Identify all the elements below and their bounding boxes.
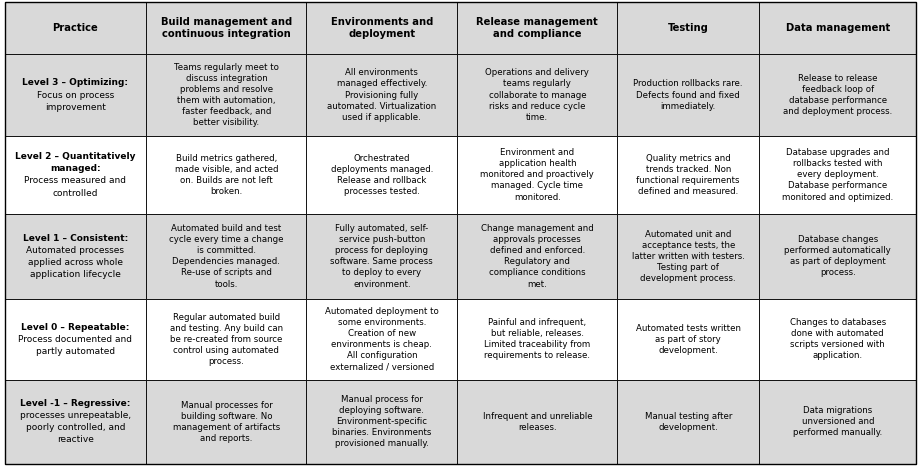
Bar (307, 213, 458, 299)
Text: Environments and
deployment: Environments and deployment (331, 17, 433, 39)
Bar (458, 136, 617, 213)
Text: Process measured and: Process measured and (25, 177, 126, 185)
Bar (5, 213, 146, 299)
Bar (307, 54, 458, 136)
Text: Changes to databases
done with automated
scripts versioned with
application.: Changes to databases done with automated… (789, 318, 886, 361)
Bar (458, 380, 617, 464)
Text: Infrequent and unreliable
releases.: Infrequent and unreliable releases. (483, 411, 592, 432)
Text: Automated tests written
as part of story
development.: Automated tests written as part of story… (635, 324, 740, 355)
Bar (307, 380, 458, 464)
Text: Release management
and compliance: Release management and compliance (476, 17, 599, 39)
Bar (146, 136, 307, 213)
Text: Database changes
performed automatically
as part of deployment
process.: Database changes performed automatically… (785, 235, 892, 277)
Bar (146, 54, 307, 136)
Text: Automated deployment to
some environments.
Creation of new
environments is cheap: Automated deployment to some environment… (325, 307, 438, 371)
Bar (759, 299, 916, 380)
Text: Quality metrics and
trends tracked. Non
functional requirements
defined and meas: Quality metrics and trends tracked. Non … (636, 154, 740, 196)
Bar (458, 54, 617, 136)
Text: Operations and delivery
teams regularly
collaborate to manage
risks and reduce c: Operations and delivery teams regularly … (485, 69, 589, 122)
Bar (307, 136, 458, 213)
Text: applied across whole: applied across whole (28, 258, 123, 267)
Text: Database upgrades and
rollbacks tested with
every deployment.
Database performan: Database upgrades and rollbacks tested w… (782, 148, 893, 202)
Text: Data migrations
unversioned and
performed manually.: Data migrations unversioned and performe… (793, 406, 882, 437)
Text: Focus on process: Focus on process (37, 90, 114, 100)
Text: Automated unit and
acceptance tests, the
latter written with testers.
Testing pa: Automated unit and acceptance tests, the… (632, 230, 745, 283)
Text: Build management and
continuous integration: Build management and continuous integrat… (161, 17, 292, 39)
Bar (146, 299, 307, 380)
Bar (307, 299, 458, 380)
Text: partly automated: partly automated (36, 347, 115, 356)
Text: Data management: Data management (786, 23, 890, 33)
Bar (458, 213, 617, 299)
Bar (458, 2, 617, 54)
Text: Level 2 – Quantitatively: Level 2 – Quantitatively (16, 152, 135, 161)
Bar (146, 213, 307, 299)
Bar (617, 299, 759, 380)
Text: Release to release
feedback loop of
database performance
and deployment process.: Release to release feedback loop of data… (783, 74, 892, 116)
Text: processes unrepeatable,: processes unrepeatable, (20, 411, 131, 420)
Bar (759, 213, 916, 299)
Text: improvement: improvement (45, 103, 106, 112)
Text: Level 0 – Repeatable:: Level 0 – Repeatable: (21, 322, 130, 332)
Text: Build metrics gathered,
made visible, and acted
on. Builds are not left
broken.: Build metrics gathered, made visible, an… (175, 154, 278, 196)
Text: Manual testing after
development.: Manual testing after development. (645, 411, 732, 432)
Text: Level -1 – Regressive:: Level -1 – Regressive: (20, 399, 131, 408)
Text: Teams regularly meet to
discuss integration
problems and resolve
them with autom: Teams regularly meet to discuss integrat… (174, 63, 279, 127)
Bar (617, 136, 759, 213)
Bar (458, 299, 617, 380)
Bar (617, 2, 759, 54)
Text: Automated processes: Automated processes (27, 246, 124, 255)
Bar (617, 54, 759, 136)
Bar (759, 380, 916, 464)
Text: Practice: Practice (52, 23, 99, 33)
Bar (5, 2, 146, 54)
Bar (5, 136, 146, 213)
Text: Process documented and: Process documented and (18, 335, 133, 344)
Text: poorly controlled, and: poorly controlled, and (26, 423, 125, 432)
Text: Orchestrated
deployments managed.
Release and rollback
processes tested.: Orchestrated deployments managed. Releas… (331, 154, 433, 196)
Bar (759, 136, 916, 213)
Text: Level 3 – Optimizing:: Level 3 – Optimizing: (22, 78, 129, 87)
Bar (5, 380, 146, 464)
Bar (5, 299, 146, 380)
Text: reactive: reactive (57, 435, 94, 445)
Text: Environment and
application health
monitored and proactively
managed. Cycle time: Environment and application health monit… (481, 148, 594, 202)
Text: application lifecycle: application lifecycle (30, 270, 121, 279)
Bar (146, 380, 307, 464)
Text: managed:: managed: (50, 164, 100, 173)
Text: Regular automated build
and testing. Any build can
be re-created from source
con: Regular automated build and testing. Any… (169, 313, 283, 366)
Text: Fully automated, self-
service push-button
process for deploying
software. Same : Fully automated, self- service push-butt… (331, 224, 433, 288)
Text: Painful and infrequent,
but reliable, releases.
Limited traceability from
requir: Painful and infrequent, but reliable, re… (484, 318, 590, 361)
Text: All environments
managed effectively.
Provisioning fully
automated. Virtualizati: All environments managed effectively. Pr… (327, 69, 437, 122)
Text: Change management and
approvals processes
defined and enforced.
Regulatory and
c: Change management and approvals processe… (481, 224, 594, 288)
Text: Testing: Testing (668, 23, 708, 33)
Text: controlled: controlled (52, 189, 99, 198)
Bar (307, 2, 458, 54)
Text: Automated build and test
cycle every time a change
is committed.
Dependencies ma: Automated build and test cycle every tim… (169, 224, 284, 288)
Bar (5, 54, 146, 136)
Bar (759, 54, 916, 136)
Text: Production rollbacks rare.
Defects found and fixed
immediately.: Production rollbacks rare. Defects found… (634, 80, 743, 110)
Bar (617, 213, 759, 299)
Text: Manual processes for
building software. No
management of artifacts
and reports.: Manual processes for building software. … (173, 401, 280, 443)
Text: Manual process for
deploying software.
Environment-specific
binaries. Environmen: Manual process for deploying software. E… (332, 395, 432, 448)
Bar (146, 2, 307, 54)
Text: Level 1 – Consistent:: Level 1 – Consistent: (23, 233, 128, 242)
Bar (759, 2, 916, 54)
Bar (617, 380, 759, 464)
